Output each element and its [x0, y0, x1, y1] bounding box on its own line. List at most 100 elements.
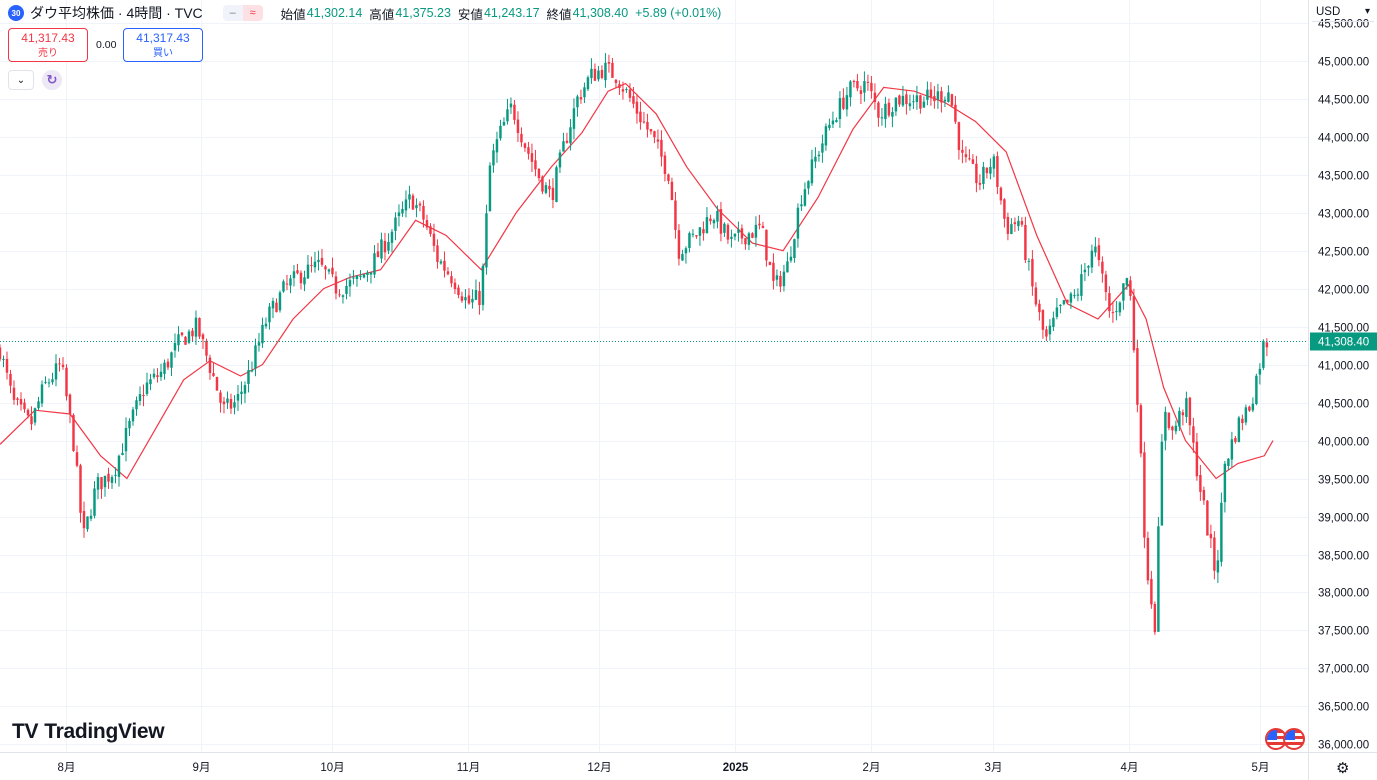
candle-body	[173, 343, 177, 351]
candle-body	[579, 97, 583, 100]
sell-button[interactable]: 41,317.43 売り	[8, 28, 88, 62]
candle-body	[677, 230, 681, 259]
candle-body	[1188, 397, 1192, 426]
candle-body	[257, 342, 261, 346]
candle-body	[632, 96, 635, 104]
last-price-line: 41,308.40	[0, 332, 1377, 351]
candle-body	[310, 265, 313, 267]
candle-body	[1006, 216, 1010, 234]
candle-body	[366, 272, 369, 276]
market-flags[interactable]	[1265, 728, 1305, 750]
indicator-toggle[interactable]: – ≈	[222, 5, 263, 21]
candle-body	[964, 154, 968, 158]
currency-select[interactable]: USD ▾	[1312, 2, 1374, 22]
chevron-down-icon: ▾	[1364, 6, 1370, 17]
candle-body	[149, 379, 152, 385]
time-tick-label: 12月	[587, 762, 611, 774]
candle-body	[604, 62, 607, 81]
candle-body	[971, 159, 975, 164]
refresh-icon[interactable]: ↻	[42, 70, 62, 90]
candle-body	[1097, 245, 1101, 261]
candle-body	[607, 62, 611, 64]
candle-body	[254, 345, 257, 369]
symbol-badge: 30	[8, 5, 24, 21]
candle-body	[1244, 407, 1248, 423]
candle-body	[513, 104, 516, 120]
tradingview-logo[interactable]: TV TradingView	[12, 720, 165, 744]
candle-body	[219, 392, 222, 403]
candle-body	[702, 229, 705, 234]
candle-body	[803, 189, 807, 206]
candle-body	[1146, 537, 1150, 581]
time-tick-label: 4月	[1121, 762, 1139, 774]
candle-body	[380, 239, 383, 259]
symbol-title[interactable]: ダウ平均株価 · 4時間 · TVC	[30, 5, 203, 21]
candle-body	[782, 271, 786, 287]
buy-button[interactable]: 41,317.43 買い	[123, 28, 203, 62]
candle-body	[656, 139, 660, 142]
candle-body	[768, 261, 772, 265]
candle-body	[1248, 406, 1251, 411]
candle-body	[884, 103, 887, 120]
candle-body	[642, 121, 646, 123]
candle-body	[422, 205, 425, 220]
candle-body	[1073, 295, 1076, 297]
candle-body	[152, 373, 156, 378]
candle-body	[856, 80, 859, 89]
candle-body	[940, 91, 943, 103]
buy-label: 買い	[153, 48, 173, 59]
candle-body	[754, 224, 758, 238]
candle-body	[338, 294, 341, 296]
minus-icon[interactable]: –	[222, 5, 243, 21]
candle-body	[450, 276, 453, 284]
candle-body	[1139, 405, 1143, 454]
candle-body	[30, 416, 33, 425]
candle-body	[1083, 269, 1087, 273]
candle-body	[1213, 537, 1216, 571]
candle-body	[1185, 398, 1188, 417]
close-label: 終値	[546, 7, 572, 22]
approx-icon[interactable]: ≈	[242, 5, 263, 21]
time-axis[interactable]: 8月 9月 10月 11月 12月 2025 2月 3月 4月 5月	[0, 752, 1377, 775]
last-price-label: 41,308.40	[1318, 337, 1369, 349]
candle-body	[464, 297, 467, 301]
candle-body	[838, 98, 842, 119]
candle-body	[1055, 307, 1059, 317]
candle-body	[1069, 293, 1073, 303]
logo-text: TradingView	[44, 720, 165, 743]
time-tick-label: 8月	[58, 762, 76, 774]
candle-body	[537, 168, 541, 179]
candle-body	[583, 87, 586, 98]
spread-value: 0.00	[96, 39, 117, 51]
candle-body	[79, 465, 82, 513]
price-tick-label: 39,000.00	[1318, 513, 1369, 525]
candle-body	[299, 272, 303, 284]
candle-body	[446, 271, 450, 275]
candle-body	[929, 89, 933, 97]
candle-body	[33, 408, 37, 423]
candle-body	[621, 89, 625, 92]
buy-price: 41,317.43	[136, 31, 190, 45]
candle-body	[93, 488, 96, 516]
candle-body	[1080, 274, 1083, 296]
candle-body	[107, 473, 110, 482]
candle-body	[954, 104, 957, 122]
high-label: 高値	[369, 7, 395, 22]
candle-body	[1104, 274, 1108, 293]
collapse-button[interactable]: ⌄	[8, 70, 34, 90]
candle-body	[565, 140, 569, 143]
candle-body	[226, 398, 229, 403]
candle-body	[275, 302, 278, 313]
candle-body	[54, 363, 58, 380]
candle-body	[135, 400, 138, 410]
candle-body	[996, 156, 999, 187]
candle-body	[723, 223, 726, 233]
candle-body	[1034, 287, 1038, 305]
price-axis[interactable]: 36,000.00 36,500.00 37,000.00 37,500.00 38,0…	[1308, 0, 1370, 780]
candle-body	[58, 363, 61, 365]
gear-icon[interactable]: ⚙	[1336, 760, 1350, 777]
candle-body	[1160, 441, 1164, 526]
candles-layer	[0, 53, 1269, 635]
price-tick-label: 42,500.00	[1318, 247, 1369, 259]
